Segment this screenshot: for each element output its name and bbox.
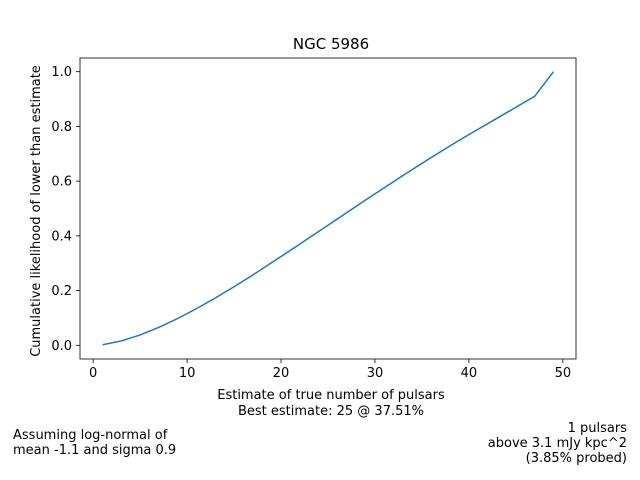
y-tick-label: 1.0	[51, 65, 72, 80]
pulsar-count-note: 1 pulsars above 3.1 mJy kpc^2 (3.85% probe…	[488, 421, 627, 466]
x-tick-label: 50	[555, 366, 572, 381]
y-tick-label: 0.8	[51, 120, 72, 135]
y-tick-label: 0.4	[51, 229, 72, 244]
y-axis-label: Cumulative likelihood of lower than esti…	[29, 65, 44, 357]
x-tick-label: 10	[179, 366, 196, 381]
x-axis-label-block: Estimate of true number of pulsars Best …	[86, 388, 576, 420]
plot-area: 0 10 20 30 40 50 0.0 0.2 0.4 0.6 0.8 1.0	[51, 57, 577, 381]
chart-title: NGC 5986	[293, 35, 369, 53]
x-tick-label: 0	[89, 366, 97, 381]
y-tick-label: 0.2	[51, 284, 72, 299]
x-tick-label: 40	[461, 366, 478, 381]
pulsar-count-note-line-1: 1 pulsars	[567, 421, 627, 436]
pulsar-count-note-line-2: above 3.1 mJy kpc^2	[487, 436, 627, 451]
assumption-note-line-2: mean -1.1 and sigma 0.9	[13, 443, 177, 458]
y-tick-label: 0.0	[51, 339, 72, 354]
plot-frame	[79, 57, 577, 360]
pulsar-count-note-line-3: (3.85% probed)	[525, 451, 627, 466]
x-axis-label: Estimate of true number of pulsars	[217, 388, 445, 403]
x-tick-label: 30	[367, 366, 384, 381]
x-tick-label: 20	[273, 366, 290, 381]
assumption-note-line-1: Assuming log-normal of	[13, 428, 168, 443]
assumption-note: Assuming log-normal of mean -1.1 and sigm…	[13, 428, 176, 458]
y-tick-label: 0.6	[51, 175, 72, 190]
best-estimate-label: Best estimate: 25 @ 37.51%	[237, 404, 424, 419]
series-line	[102, 71, 555, 346]
